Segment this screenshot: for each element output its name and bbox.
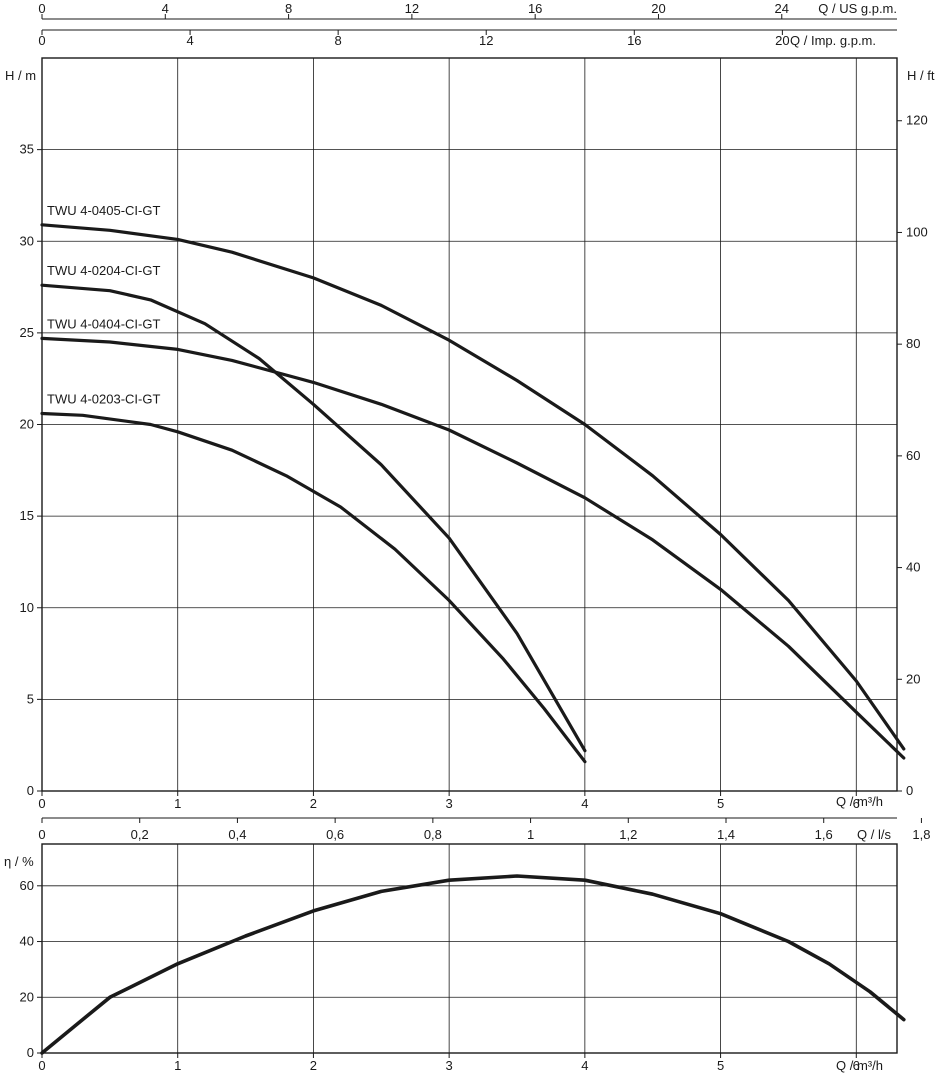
efficiency-chart: 0 0,2 0,4 0,6 0,8 1 1,2 1,4 1,6 1,8 Q / l/s 0 1 2 3 4 5 6…	[4, 817, 930, 1073]
ls-tick-label: 0	[38, 827, 45, 842]
x-tick-label: 3	[446, 796, 453, 811]
imp-gpm-tick-label: 20	[775, 33, 789, 48]
us-gpm-tick-label: 4	[162, 1, 169, 16]
y-axis-title: H / m	[5, 68, 36, 83]
x-tick-label: 4	[581, 1058, 588, 1073]
x-tick-label: 0	[38, 796, 45, 811]
us-gpm-axis-title: Q / US g.p.m.	[818, 1, 897, 16]
imp-gpm-tick-label: 12	[479, 33, 493, 48]
ls-tick-label: 0,2	[131, 827, 149, 842]
ls-axis-title: Q / l/s	[857, 827, 891, 842]
x-tick-label: 2	[310, 796, 317, 811]
x-tick-label: 2	[310, 1058, 317, 1073]
ls-tick-label: 0,4	[228, 827, 246, 842]
us-gpm-tick-label: 12	[405, 1, 419, 16]
y-tick-label: 0	[27, 1045, 34, 1060]
ls-tick-label: 1,2	[619, 827, 637, 842]
us-gpm-tick-label: 20	[651, 1, 665, 16]
x-tick-label: 5	[717, 796, 724, 811]
x-tick-label: 6	[853, 796, 860, 811]
x-axis-title: Q / m³/h	[836, 794, 883, 809]
x-tick-label: 0	[38, 1058, 45, 1073]
x-tick-label: 5	[717, 1058, 724, 1073]
y2-tick-label: 40	[906, 560, 920, 575]
efficiency-curve	[40, 874, 906, 1055]
series-label: TWU 4-0204-CI-GT	[47, 263, 160, 278]
y2-tick-label: 60	[906, 448, 920, 463]
ls-tick-label: 1,8	[912, 827, 930, 842]
ls-tick-label: 1	[527, 827, 534, 842]
series-curve	[40, 283, 587, 753]
imp-gpm-tick-label: 8	[335, 33, 342, 48]
imp-gpm-tick-label: 4	[186, 33, 193, 48]
imp-gpm-axis-title: Q / Imp. g.p.m.	[790, 33, 876, 48]
series-curve	[40, 411, 587, 764]
us-gpm-tick-label: 24	[775, 1, 789, 16]
y-tick-label: 30	[20, 233, 34, 248]
x-axis-title: Q / m³/h	[836, 1058, 883, 1073]
series-curve	[40, 223, 906, 751]
y2-tick-label: 20	[906, 671, 920, 686]
us-gpm-tick-label: 0	[38, 1, 45, 16]
series-label: TWU 4-0404-CI-GT	[47, 316, 160, 331]
ls-tick-label: 1,6	[815, 827, 833, 842]
y2-tick-label: 0	[906, 783, 913, 798]
series-curve	[40, 336, 906, 760]
imp-gpm-tick-label: 0	[38, 33, 45, 48]
x-tick-label: 6	[853, 1058, 860, 1073]
x-tick-label: 4	[581, 796, 588, 811]
us-gpm-tick-label: 8	[285, 1, 292, 16]
y-tick-label: 0	[27, 783, 34, 798]
x-tick-label: 3	[446, 1058, 453, 1073]
y-tick-label: 60	[20, 878, 34, 893]
y-tick-label: 40	[20, 934, 34, 949]
y2-tick-label: 100	[906, 224, 928, 239]
efficiency-axis-title: η / %	[4, 854, 34, 869]
x-tick-label: 1	[174, 796, 181, 811]
imp-gpm-tick-label: 16	[627, 33, 641, 48]
y-tick-label: 15	[20, 508, 34, 523]
y2-tick-label: 120	[906, 113, 928, 128]
us-gpm-tick-label: 16	[528, 1, 542, 16]
head-plot-frame	[41, 57, 898, 792]
ls-tick-label: 1,4	[717, 827, 735, 842]
y-tick-label: 5	[27, 691, 34, 706]
ls-tick-label: 0,8	[424, 827, 442, 842]
y-tick-label: 10	[20, 600, 34, 615]
y-tick-label: 35	[20, 142, 34, 157]
x-tick-label: 1	[174, 1058, 181, 1073]
y-tick-label: 25	[20, 325, 34, 340]
series-label: TWU 4-0405-CI-GT	[47, 203, 160, 218]
y2-tick-label: 80	[906, 336, 920, 351]
series-label: TWU 4-0203-CI-GT	[47, 392, 160, 407]
efficiency-plot-frame	[41, 843, 898, 1054]
y-tick-label: 20	[20, 989, 34, 1004]
y-tick-label: 20	[20, 417, 34, 432]
ls-tick-label: 0,6	[326, 827, 344, 842]
y2-axis-title: H / ft	[907, 68, 935, 83]
